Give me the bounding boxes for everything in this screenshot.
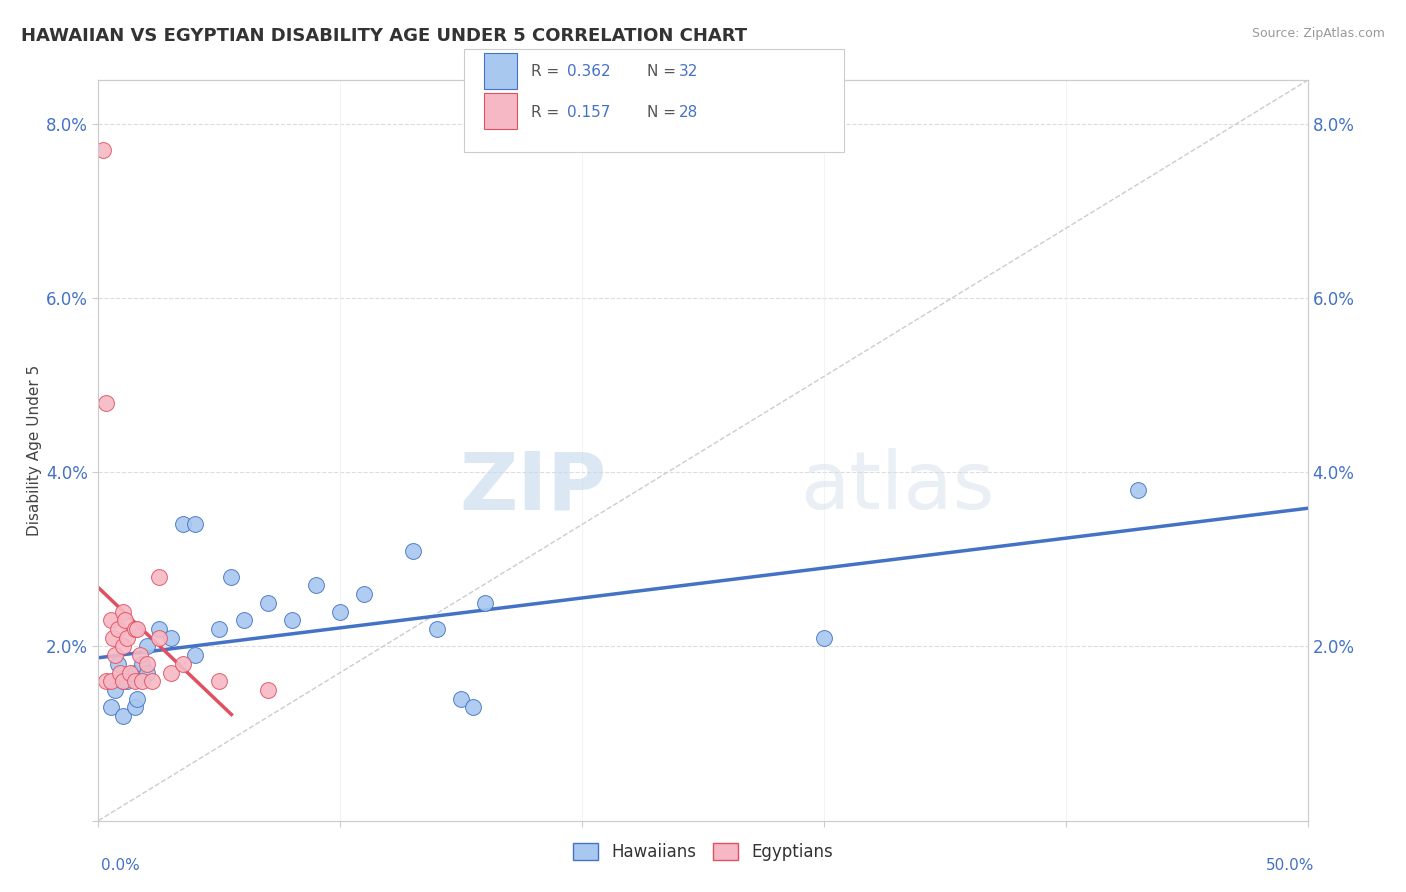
Point (305, 578, 328, 592)
Point (160, 631, 183, 645)
Point (124, 700, 146, 714)
Text: 0.362: 0.362 (567, 64, 610, 79)
Point (111, 674, 134, 689)
Text: HAWAIIAN VS EGYPTIAN DISABILITY AGE UNDER 5 CORRELATION CHART: HAWAIIAN VS EGYPTIAN DISABILITY AGE UNDE… (21, 27, 747, 45)
Y-axis label: Disability Age Under 5: Disability Age Under 5 (27, 365, 42, 536)
Point (1128, 483, 1150, 497)
Point (184, 517, 207, 532)
Point (118, 665, 141, 680)
Text: atlas: atlas (800, 449, 994, 526)
Point (426, 622, 449, 636)
Point (104, 683, 127, 698)
Point (256, 683, 278, 698)
Point (117, 674, 139, 689)
Point (184, 648, 207, 662)
Point (128, 648, 150, 662)
Point (256, 596, 278, 610)
Point (450, 691, 472, 706)
Point (135, 665, 157, 680)
Point (107, 657, 129, 671)
Point (353, 587, 375, 601)
Point (463, 700, 485, 714)
Text: R =: R = (531, 64, 565, 79)
Point (131, 657, 153, 671)
Point (94, 395, 117, 409)
Point (135, 640, 157, 654)
Text: N =: N = (647, 104, 681, 120)
Point (402, 543, 425, 558)
Point (148, 622, 170, 636)
Text: 0.0%: 0.0% (101, 858, 141, 872)
Point (148, 570, 170, 584)
Point (111, 605, 134, 619)
Text: 50.0%: 50.0% (1267, 858, 1315, 872)
Point (94, 674, 117, 689)
Point (160, 665, 183, 680)
Point (208, 622, 231, 636)
Point (208, 674, 231, 689)
Point (111, 640, 134, 654)
Point (108, 665, 131, 680)
Point (281, 613, 304, 627)
Point (111, 674, 134, 689)
Point (100, 674, 122, 689)
Point (91, 143, 114, 157)
Point (172, 657, 194, 671)
Text: 0.157: 0.157 (567, 104, 610, 120)
Point (329, 605, 352, 619)
Text: N =: N = (647, 64, 681, 79)
Point (131, 674, 153, 689)
Point (124, 665, 146, 680)
Point (474, 596, 496, 610)
Point (141, 674, 163, 689)
Text: Source: ZipAtlas.com: Source: ZipAtlas.com (1251, 27, 1385, 40)
Point (172, 517, 194, 532)
Point (148, 631, 170, 645)
Point (124, 674, 146, 689)
Point (221, 570, 243, 584)
Point (232, 613, 254, 627)
Point (100, 613, 122, 627)
Text: R =: R = (531, 104, 565, 120)
Text: 28: 28 (679, 104, 699, 120)
Point (101, 631, 124, 645)
Point (117, 631, 139, 645)
Point (127, 622, 149, 636)
Point (124, 622, 146, 636)
Point (100, 700, 122, 714)
Text: 32: 32 (679, 64, 699, 79)
Point (135, 657, 157, 671)
Text: ZIP: ZIP (458, 449, 606, 526)
Point (111, 709, 134, 723)
Point (127, 691, 149, 706)
Legend: Hawaiians, Egyptians: Hawaiians, Egyptians (567, 837, 839, 868)
Point (107, 622, 129, 636)
Point (813, 631, 835, 645)
Point (114, 613, 136, 627)
Point (104, 648, 127, 662)
